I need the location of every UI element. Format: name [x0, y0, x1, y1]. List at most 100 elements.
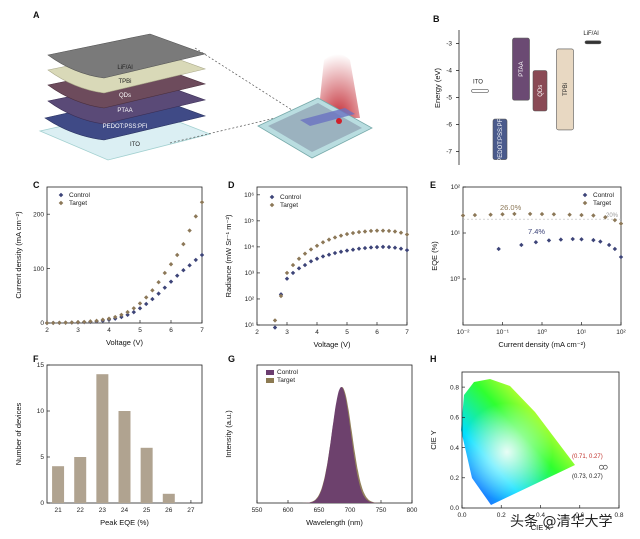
- ref-line-annotation: 20%: [606, 213, 619, 219]
- x-tick-label: 550: [252, 507, 263, 514]
- data-point: [350, 247, 356, 252]
- target-coord-label: (0.71, 0.27): [572, 454, 603, 460]
- data-point: [380, 244, 386, 250]
- y-tick-label: 100: [33, 266, 44, 273]
- connector-line: [169, 113, 293, 144]
- y-tick-label: -4: [446, 68, 452, 75]
- data-point: [350, 230, 356, 236]
- data-point: [500, 212, 505, 217]
- data-point: [94, 318, 99, 324]
- y-axis-label: Energy (eV): [433, 67, 442, 108]
- x-tick-label: 0.2: [497, 512, 506, 519]
- data-point: [398, 230, 404, 235]
- x-tick-label: 25: [143, 507, 151, 514]
- lifal-layer: [47, 33, 207, 79]
- data-point: [368, 245, 374, 250]
- data-point: [374, 244, 380, 250]
- data-point: [144, 301, 149, 307]
- panel-h: H (0.71, 0.27) (0.73, 0.27) CIE X CIE Y 0.…: [429, 354, 624, 532]
- x-tick-label: 7: [200, 327, 204, 334]
- y-tick-label: 10²: [451, 184, 461, 191]
- legend-marker: [269, 202, 275, 208]
- data-point: [570, 236, 575, 242]
- data-point: [362, 245, 368, 251]
- x-tick-label: 750: [376, 507, 387, 514]
- data-point: [131, 309, 136, 315]
- y-axis-label: Current density (mA cm⁻²): [14, 211, 23, 299]
- legend-label: Control: [277, 369, 299, 376]
- data-point: [533, 240, 539, 245]
- data-point: [63, 320, 68, 325]
- data-point: [193, 257, 198, 263]
- x-tick-label: 10⁻¹: [496, 329, 510, 336]
- data-point: [314, 256, 320, 261]
- data-point: [320, 254, 326, 259]
- legend-label: Control: [593, 192, 615, 199]
- energy-bar: [584, 40, 602, 45]
- energy-bar: [512, 37, 530, 101]
- y-ticks: -3 -4 -5 -6 -7: [446, 41, 459, 156]
- energy-bar-label: QDs: [538, 85, 544, 97]
- x-axis-label: Wavelength (nm): [306, 518, 363, 527]
- x-tick-label: 6: [375, 329, 379, 336]
- x-tick-label: 10⁻²: [457, 329, 471, 336]
- y-tick-label: 10³: [245, 270, 255, 277]
- data-point: [168, 262, 174, 267]
- data-point: [284, 276, 290, 281]
- layer-label-pedot: PEDOT:PSS:PFI: [103, 124, 148, 130]
- y-tick-label: 10⁰: [450, 275, 460, 283]
- data-point: [44, 320, 50, 326]
- energy-bar-label: ITO: [473, 79, 483, 85]
- data-point: [199, 200, 205, 205]
- energy-bar: [532, 70, 548, 112]
- energy-bar: [492, 118, 508, 160]
- data-point: [398, 246, 404, 251]
- panel-c: C Voltage (V) Current density (mA cm⁻²) 2 3…: [14, 180, 205, 347]
- data-point: [308, 247, 314, 252]
- x-tick-label: 4: [315, 329, 319, 336]
- x-tick-label: 5: [138, 327, 142, 334]
- data-point: [567, 212, 572, 217]
- layer-label-qds: QDs: [119, 93, 131, 99]
- data-point: [386, 228, 392, 234]
- legend-marker: [582, 192, 588, 198]
- y-axis-label: Intensity (a.u.): [224, 410, 233, 458]
- histogram-bar: [118, 411, 131, 503]
- data-point: [356, 229, 362, 235]
- y-tick-label: 0: [40, 500, 44, 507]
- y-tick-label: -6: [446, 122, 452, 129]
- x-tick-label: 27: [187, 507, 195, 514]
- panel-label-a: A: [33, 10, 40, 20]
- data-point: [187, 263, 192, 268]
- x-tick-label: 3: [76, 327, 80, 334]
- data-point: [332, 235, 338, 240]
- panel-label-h: H: [430, 354, 437, 364]
- data-point: [546, 238, 552, 243]
- x-tick-label: 10⁰: [537, 328, 547, 336]
- data-point: [119, 312, 124, 318]
- plot-frame: [462, 186, 622, 326]
- data-point: [106, 316, 112, 321]
- data-point: [314, 243, 320, 249]
- data-point: [558, 237, 564, 242]
- data-point: [150, 296, 155, 302]
- data-point: [131, 306, 136, 311]
- panel-label-d: D: [228, 180, 235, 190]
- y-tick-label: 15: [37, 362, 45, 369]
- data-point: [551, 212, 557, 217]
- data-point: [296, 256, 302, 261]
- data-point: [181, 241, 186, 247]
- target-peak-annotation: 26.0%: [500, 203, 522, 212]
- data-point: [137, 301, 143, 306]
- data-point: [57, 320, 62, 325]
- panel-g: G Wavelength (nm) Intensity (a.u.) 550 600 6…: [224, 354, 418, 527]
- y-tick-label: 0.0: [450, 505, 459, 512]
- cie-whitepoint: [461, 379, 575, 505]
- y-tick-label: 0.4: [450, 445, 459, 452]
- x-tick-label: 10¹: [577, 329, 587, 336]
- y-tick-label: 10²: [245, 296, 255, 303]
- data-point: [137, 306, 143, 311]
- data-point: [69, 320, 74, 325]
- cie-point: [599, 464, 604, 470]
- y-axis-label: EQE (%): [430, 241, 439, 271]
